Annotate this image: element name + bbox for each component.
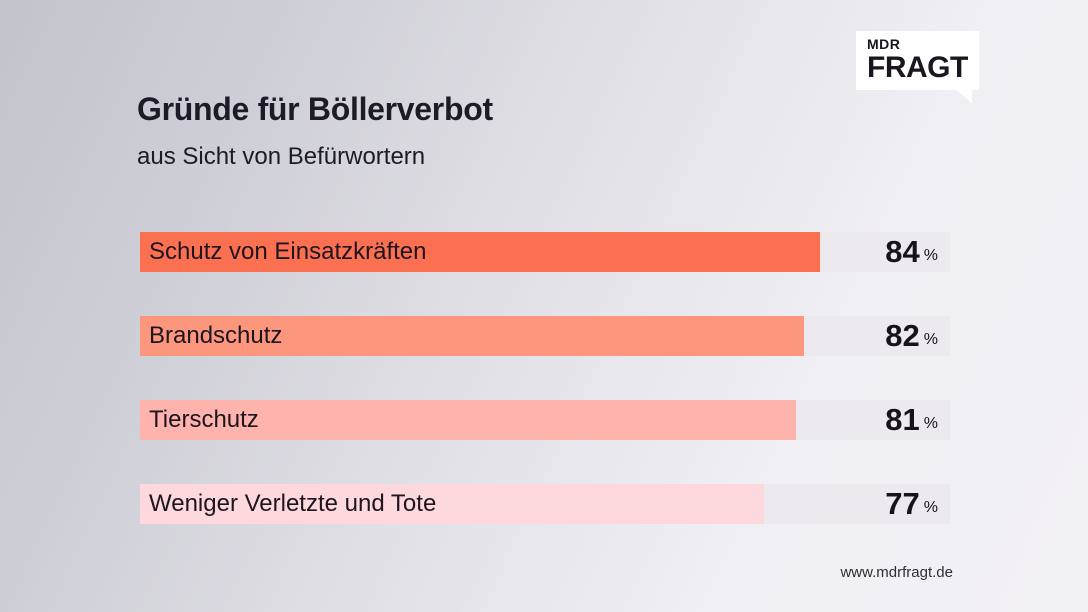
- bar-value: 77 %: [885, 484, 938, 524]
- bar: Weniger Verletzte und Tote: [140, 484, 764, 524]
- bar-category-label: Schutz von Einsatzkräften: [149, 238, 427, 265]
- bar-chart: Schutz von Einsatzkräften 84 % Brandschu…: [140, 232, 950, 568]
- bar-category-label: Weniger Verletzte und Tote: [149, 490, 437, 517]
- bar-value: 81 %: [885, 400, 938, 440]
- bar-track: Schutz von Einsatzkräften 84 %: [140, 232, 950, 272]
- mdr-fragt-logo: MDR FRAGT: [856, 31, 979, 103]
- logo-line-mdr: MDR: [867, 36, 901, 52]
- bar-row: Brandschutz 82 %: [140, 316, 950, 356]
- value-number: 84: [885, 234, 920, 269]
- source-url: www.mdrfragt.de: [840, 564, 953, 581]
- bar-track: Brandschutz 82 %: [140, 316, 950, 356]
- percent-sign: %: [923, 331, 938, 348]
- bar-row: Weniger Verletzte und Tote 77 %: [140, 484, 950, 524]
- bar-track: Tierschutz 81 %: [140, 400, 950, 440]
- chart-subtitle: aus Sicht von Befürwortern: [137, 143, 426, 170]
- percent-sign: %: [923, 247, 938, 264]
- bar-row: Schutz von Einsatzkräften 84 %: [140, 232, 950, 272]
- bar: Brandschutz: [140, 316, 805, 356]
- bar-value: 84 %: [885, 232, 938, 272]
- percent-sign: %: [923, 499, 938, 516]
- percent-sign: %: [923, 415, 938, 432]
- bar-category-label: Brandschutz: [149, 322, 283, 349]
- chart-title: Gründe für Böllerverbot: [137, 91, 493, 127]
- speech-bubble-tail: [955, 90, 972, 103]
- bar-track: Weniger Verletzte und Tote 77 %: [140, 484, 950, 524]
- value-number: 77: [885, 486, 920, 521]
- bar: Schutz von Einsatzkräften: [140, 232, 821, 272]
- bar-category-label: Tierschutz: [149, 406, 259, 433]
- value-number: 82: [885, 318, 920, 353]
- bar: Tierschutz: [140, 400, 797, 440]
- bar-row: Tierschutz 81 %: [140, 400, 950, 440]
- value-number: 81: [885, 402, 920, 437]
- bar-value: 82 %: [885, 316, 938, 356]
- logo-line-fragt: FRAGT: [867, 51, 968, 84]
